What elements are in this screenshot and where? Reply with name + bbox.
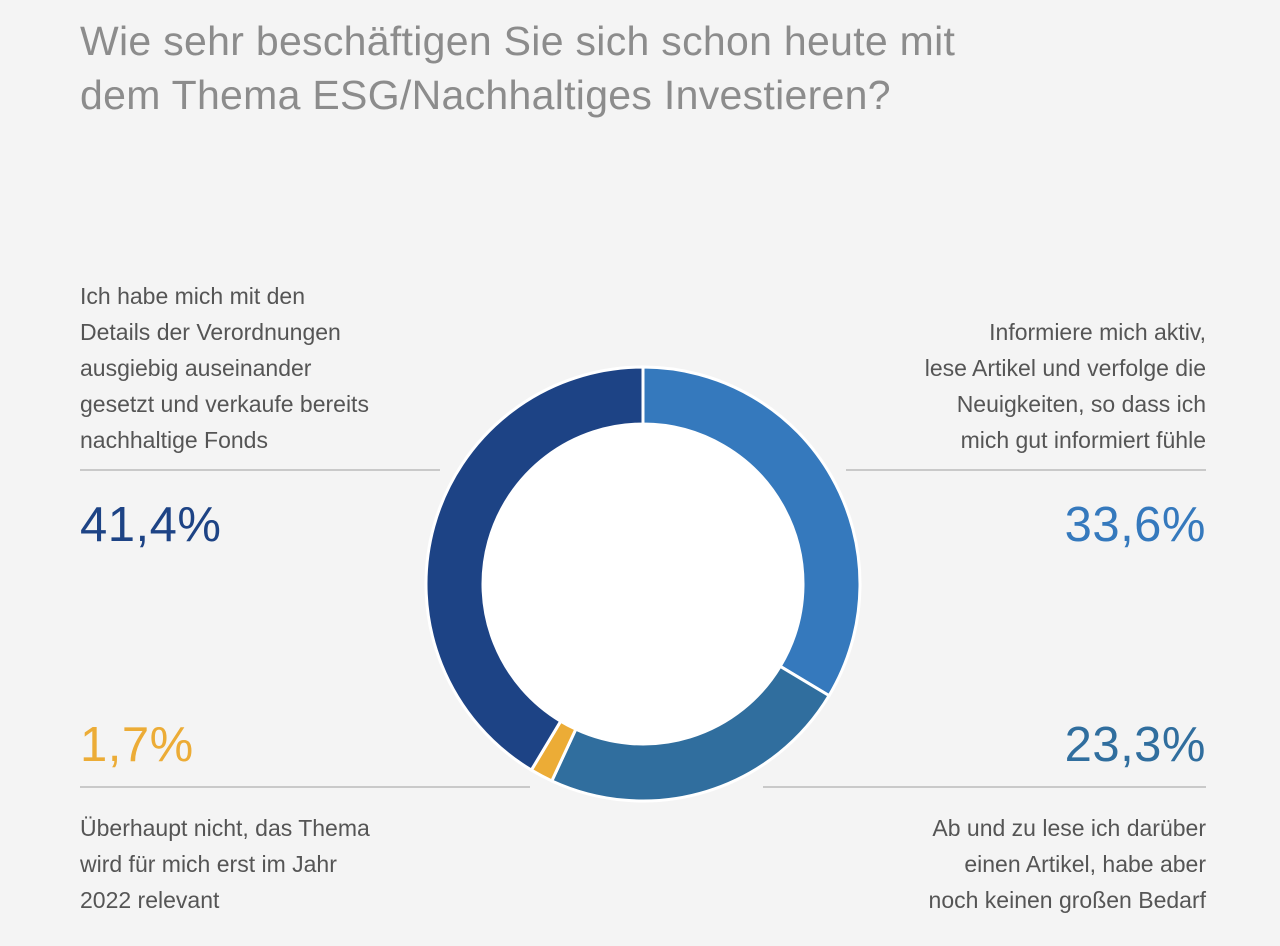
label-not-at-all: Überhaupt nicht, das Thema wird für mich… [80, 810, 370, 918]
label-line: Informiere mich aktiv, [989, 319, 1206, 345]
label-detailed: Ich habe mich mit den Details der Verord… [80, 278, 369, 458]
title-line: Wie sehr beschäftigen Sie sich schon heu… [80, 18, 956, 64]
label-line: einen Artikel, habe aber [964, 851, 1206, 877]
label-line: Ab und zu lese ich darüber [932, 815, 1206, 841]
label-occasional: Ab und zu lese ich darüber einen Artikel… [929, 810, 1206, 918]
divider-occasional [763, 786, 1206, 788]
label-line: wird für mich erst im Jahr [80, 851, 337, 877]
label-line: noch keinen großen Bedarf [928, 887, 1206, 913]
label-active: Informiere mich aktiv, lese Artikel und … [925, 314, 1206, 458]
label-line: 2022 relevant [80, 887, 220, 913]
label-line: ausgiebig auseinander [80, 355, 312, 381]
donut-hole [484, 425, 802, 743]
label-line: mich gut informiert fühle [960, 427, 1206, 453]
label-line: nachhaltige Fonds [80, 427, 268, 453]
label-line: Ich habe mich mit den [80, 283, 306, 309]
title-line: dem Thema ESG/Nachhaltiges Investieren? [80, 72, 891, 118]
divider-detailed [80, 469, 440, 471]
label-line: gesetzt und verkaufe bereits [80, 391, 369, 417]
value-occasional: 23,3% [1064, 718, 1206, 772]
label-line: Überhaupt nicht, das Thema [80, 815, 370, 841]
label-line: Details der Verordnungen [80, 319, 341, 345]
slice-active [641, 365, 862, 698]
value-detailed: 41,4% [80, 498, 222, 552]
slice-detailed [424, 365, 645, 772]
value-active: 33,6% [1064, 498, 1206, 552]
label-line: Neuigkeiten, so dass ich [956, 391, 1206, 417]
divider-not-at-all [80, 786, 530, 788]
divider-active [846, 469, 1206, 471]
value-not-at-all: 1,7% [80, 718, 194, 772]
label-line: lese Artikel und verfolge die [924, 355, 1206, 381]
chart-title: Wie sehr beschäftigen Sie sich schon heu… [80, 14, 1180, 122]
